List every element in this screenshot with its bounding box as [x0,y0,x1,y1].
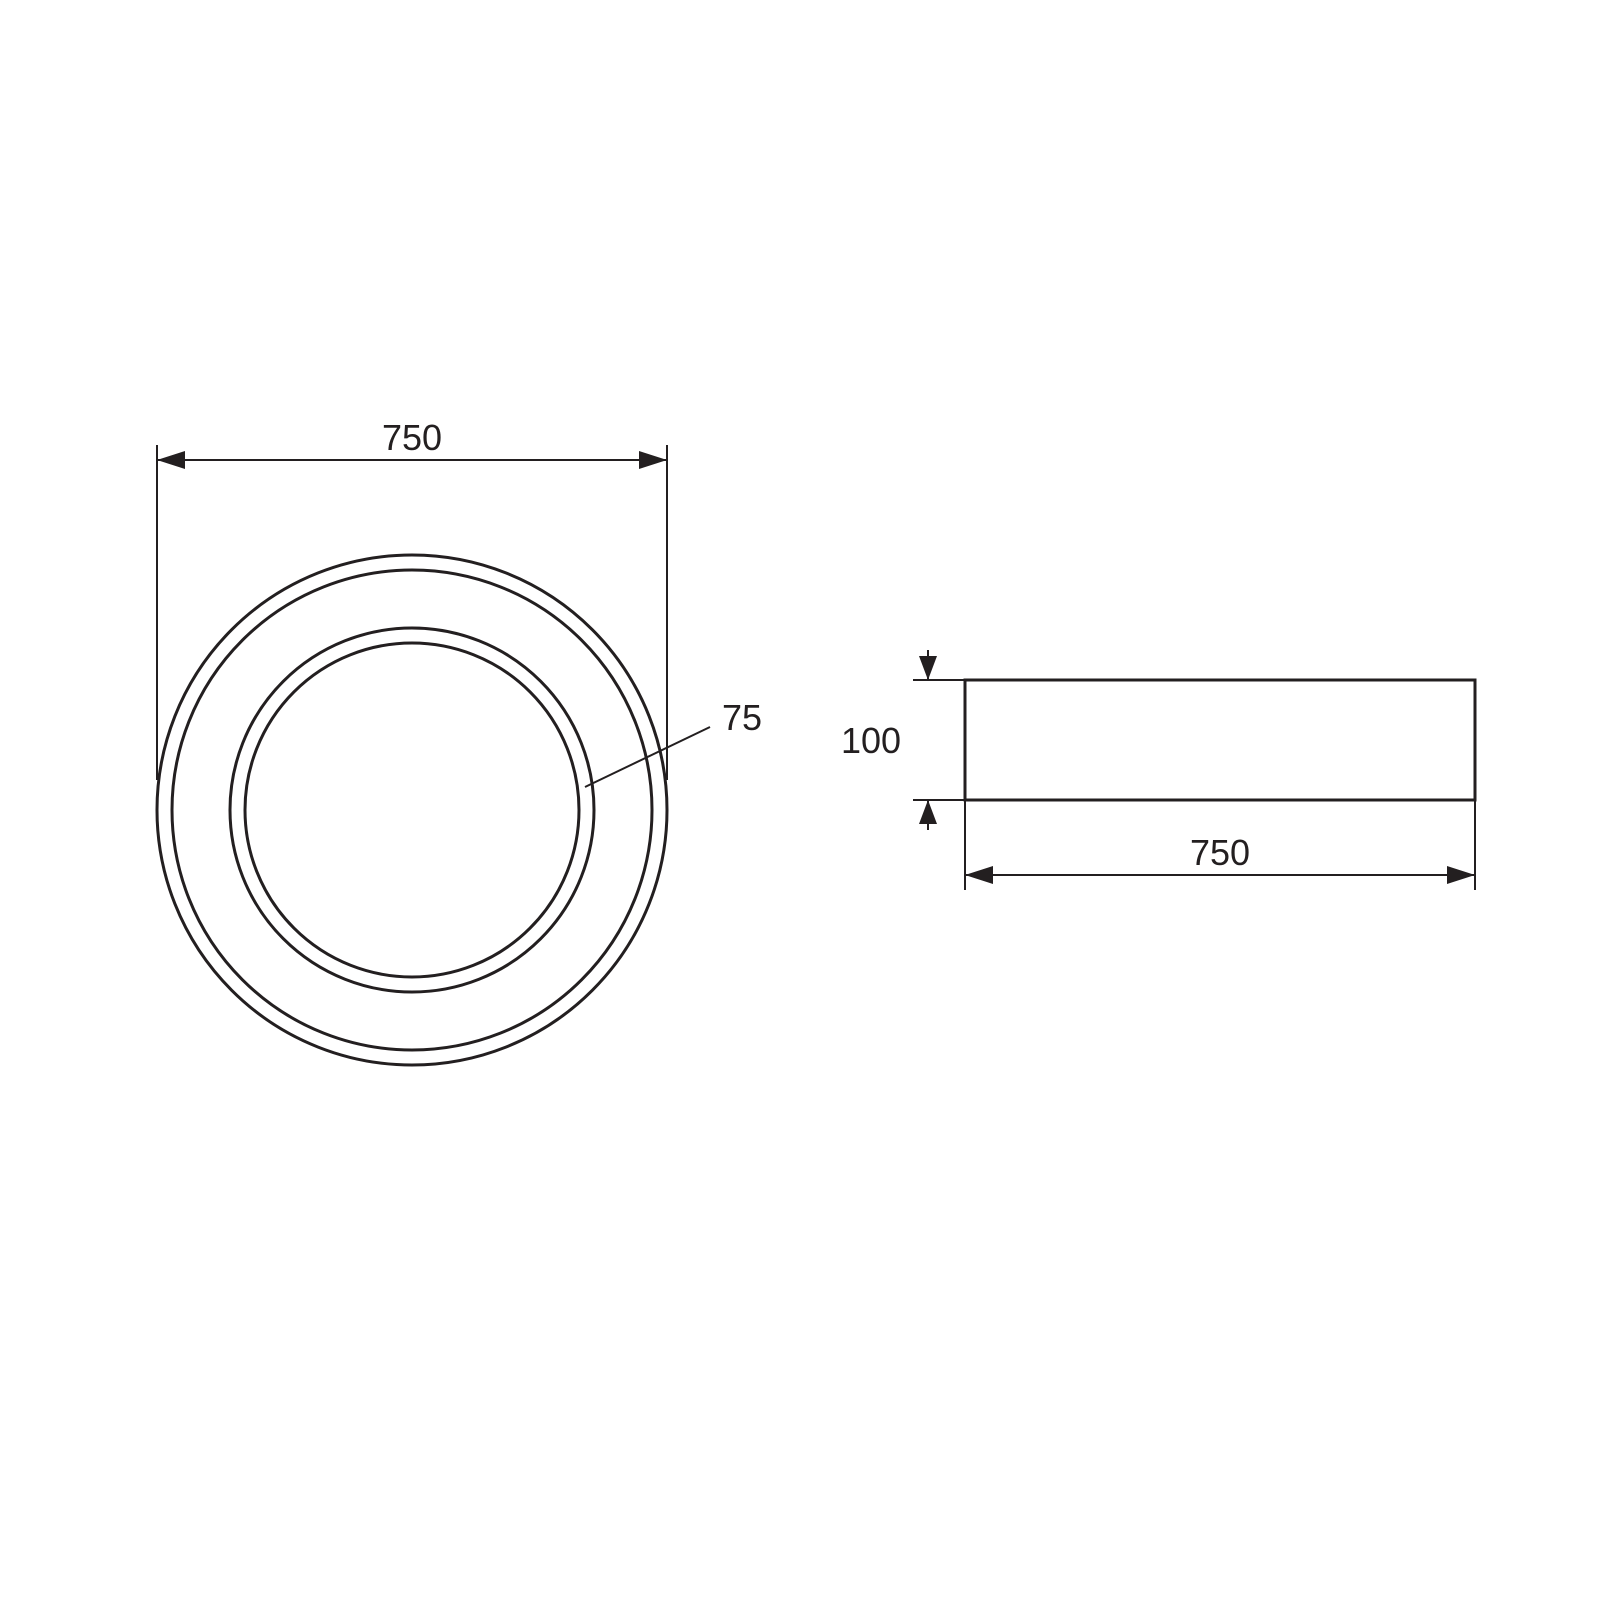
side-view-profile [965,680,1475,800]
arrowhead-bottom [919,800,937,824]
side-view-width-dimension: 750 [965,800,1475,890]
technical-drawing: 750 75 100 750 [0,0,1600,1600]
leader-line [585,727,710,787]
side-view-height-dimension: 100 [841,650,965,830]
arrowhead-right [639,451,667,469]
arrowhead-left [965,866,993,884]
side-profile-rect [965,680,1475,800]
ring-thickness-label: 75 [585,697,762,787]
top-view-diameter-dimension: 750 [157,417,667,780]
arrowhead-top [919,656,937,680]
dimension-value-height: 100 [841,720,901,761]
ring-circle [157,555,667,1065]
top-view-rings [157,555,667,1065]
arrowhead-right [1447,866,1475,884]
ring-circle [245,643,579,977]
dimension-value-width: 750 [1190,832,1250,873]
dimension-value-diameter: 750 [382,417,442,458]
ring-circle [230,628,594,992]
arrowhead-left [157,451,185,469]
ring-thickness-value: 75 [722,697,762,738]
